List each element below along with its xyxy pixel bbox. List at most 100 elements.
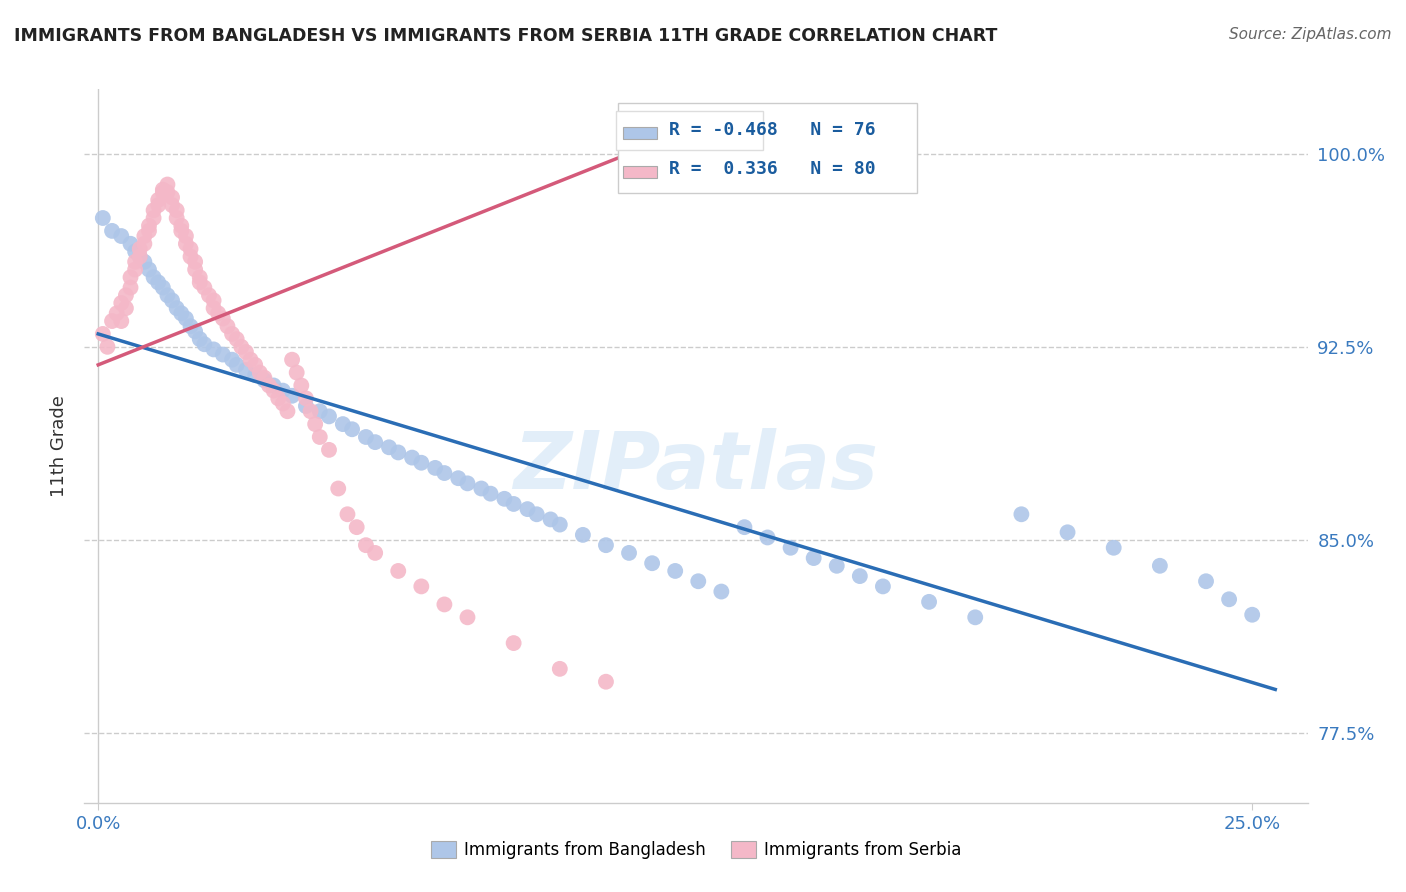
Point bbox=[249, 366, 271, 380]
Point bbox=[1218, 592, 1240, 607]
Point bbox=[243, 358, 266, 372]
Point bbox=[401, 450, 423, 465]
Point bbox=[134, 255, 156, 269]
Point bbox=[156, 186, 179, 200]
Point bbox=[174, 236, 197, 251]
Point bbox=[354, 430, 377, 444]
Point bbox=[188, 276, 211, 290]
Point bbox=[170, 224, 193, 238]
Point bbox=[160, 293, 183, 308]
Point bbox=[152, 280, 174, 294]
Point bbox=[184, 255, 207, 269]
Point bbox=[235, 345, 257, 359]
Point bbox=[572, 528, 595, 542]
Point bbox=[170, 306, 193, 320]
Point bbox=[433, 466, 456, 480]
Text: IMMIGRANTS FROM BANGLADESH VS IMMIGRANTS FROM SERBIA 11TH GRADE CORRELATION CHAR: IMMIGRANTS FROM BANGLADESH VS IMMIGRANTS… bbox=[14, 27, 997, 45]
Point bbox=[295, 392, 318, 406]
Text: ZIPatlas: ZIPatlas bbox=[513, 428, 879, 507]
Point bbox=[198, 288, 221, 302]
Point bbox=[134, 236, 156, 251]
Point bbox=[378, 440, 401, 454]
Point bbox=[641, 556, 664, 570]
Point bbox=[115, 288, 138, 302]
Point bbox=[664, 564, 686, 578]
Point bbox=[411, 579, 433, 593]
Point bbox=[101, 224, 124, 238]
Point bbox=[188, 270, 211, 285]
Point bbox=[756, 531, 779, 545]
Point bbox=[110, 296, 132, 310]
Point bbox=[340, 422, 363, 436]
Point bbox=[849, 569, 872, 583]
Point bbox=[193, 337, 215, 351]
Point bbox=[91, 326, 114, 341]
Point bbox=[180, 250, 202, 264]
Point bbox=[271, 396, 294, 410]
Point bbox=[91, 211, 114, 225]
Point bbox=[138, 224, 160, 238]
Point bbox=[733, 520, 755, 534]
Point bbox=[239, 352, 262, 367]
Point bbox=[456, 610, 478, 624]
Point bbox=[231, 340, 253, 354]
Point bbox=[128, 250, 150, 264]
Point bbox=[124, 262, 146, 277]
Point bbox=[479, 486, 502, 500]
Point bbox=[617, 546, 640, 560]
Point bbox=[1102, 541, 1125, 555]
Point bbox=[1195, 574, 1218, 589]
Point bbox=[918, 595, 941, 609]
Point bbox=[595, 674, 617, 689]
Point bbox=[494, 491, 516, 506]
Point bbox=[225, 332, 247, 346]
Text: Source: ZipAtlas.com: Source: ZipAtlas.com bbox=[1229, 27, 1392, 42]
Point bbox=[138, 262, 160, 277]
Point bbox=[180, 319, 202, 334]
Point bbox=[803, 551, 825, 566]
Point bbox=[115, 301, 138, 315]
Point bbox=[110, 229, 132, 244]
Point bbox=[318, 442, 340, 457]
Point bbox=[148, 193, 170, 207]
Point bbox=[128, 250, 150, 264]
Point bbox=[318, 409, 340, 424]
Point bbox=[433, 598, 456, 612]
Point bbox=[166, 203, 188, 218]
Point bbox=[364, 546, 387, 560]
Point bbox=[332, 417, 354, 431]
FancyBboxPatch shape bbox=[617, 103, 917, 193]
Point bbox=[1010, 508, 1032, 522]
Point bbox=[710, 584, 733, 599]
Point bbox=[174, 311, 197, 326]
Point bbox=[217, 319, 239, 334]
Point bbox=[411, 456, 433, 470]
Point bbox=[526, 508, 548, 522]
Point bbox=[285, 366, 308, 380]
Point bbox=[965, 610, 987, 624]
Point bbox=[211, 311, 233, 326]
Point bbox=[184, 262, 207, 277]
Point bbox=[174, 229, 197, 244]
Point bbox=[120, 280, 142, 294]
Y-axis label: 11th Grade: 11th Grade bbox=[49, 395, 67, 497]
Point bbox=[243, 368, 266, 383]
Point bbox=[188, 332, 211, 346]
Point bbox=[299, 404, 322, 418]
Point bbox=[516, 502, 538, 516]
Point bbox=[160, 198, 183, 212]
Point bbox=[387, 564, 409, 578]
Point bbox=[207, 306, 229, 320]
Point bbox=[202, 293, 225, 308]
Point bbox=[1149, 558, 1171, 573]
Point bbox=[235, 363, 257, 377]
Point bbox=[281, 352, 304, 367]
Point bbox=[124, 244, 146, 259]
Point bbox=[142, 211, 165, 225]
Legend: Immigrants from Bangladesh, Immigrants from Serbia: Immigrants from Bangladesh, Immigrants f… bbox=[423, 834, 969, 866]
Point bbox=[354, 538, 377, 552]
Point bbox=[263, 378, 285, 392]
Point bbox=[96, 340, 118, 354]
Point bbox=[470, 482, 492, 496]
Text: R =  0.336   N = 80: R = 0.336 N = 80 bbox=[669, 161, 876, 178]
